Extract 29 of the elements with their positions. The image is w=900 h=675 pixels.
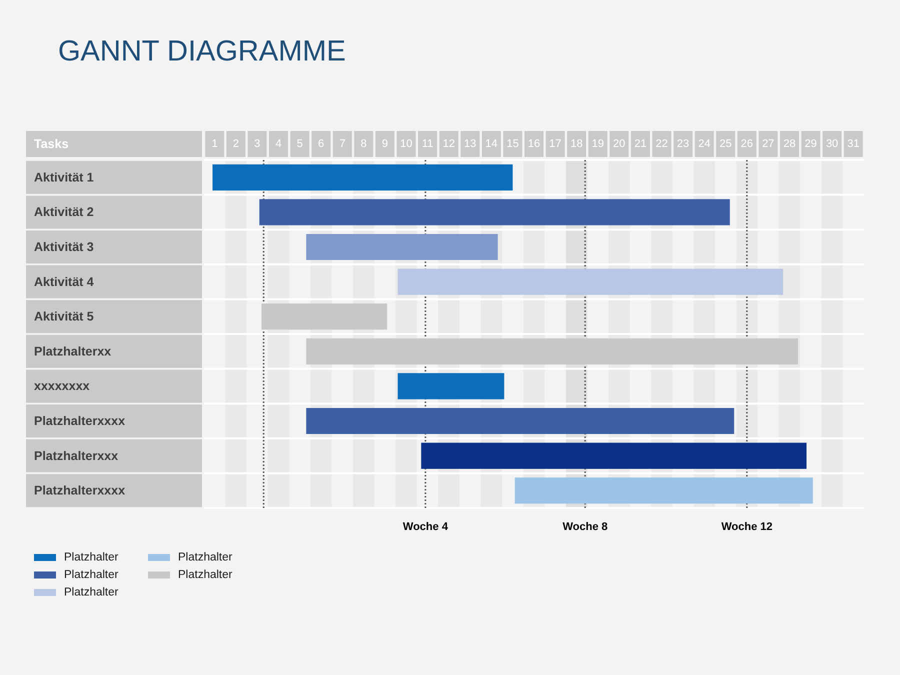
y-tick-label: Aktivität 4 bbox=[34, 274, 94, 289]
ref-line-label: Woche 8 bbox=[562, 521, 608, 533]
bar bbox=[259, 199, 730, 226]
y-tick-label: Aktivität 2 bbox=[34, 205, 94, 220]
legend-label: Platzhalter bbox=[178, 569, 233, 581]
y-tick-label: xxxxxxxx bbox=[34, 379, 90, 394]
bar bbox=[212, 164, 513, 190]
legend-label: Platzhalter bbox=[64, 569, 119, 581]
bar bbox=[421, 442, 807, 469]
bar bbox=[306, 234, 498, 260]
legend-label: Platzhalter bbox=[64, 552, 119, 564]
y-tick-label: Aktivität 3 bbox=[34, 240, 94, 254]
y-tick-label: Platzhalterxxxx bbox=[34, 484, 126, 498]
y-tick-label: Aktivität 5 bbox=[34, 310, 94, 324]
legend-label: Platzhalter bbox=[178, 552, 233, 564]
bar bbox=[398, 373, 504, 400]
ref-line-label: Woche 4 bbox=[402, 521, 449, 533]
legend-label: Platzhalter bbox=[64, 586, 119, 598]
bar bbox=[306, 408, 734, 434]
y-tick-label: Platzhalterxxxx bbox=[34, 414, 126, 428]
y-tick-label: Platzhalterxxx bbox=[34, 448, 118, 463]
ref-line-label: Woche 12 bbox=[721, 521, 772, 533]
bar bbox=[306, 338, 798, 364]
y-tick-label: Platzhalterxx bbox=[34, 344, 112, 358]
y-tick-label: Aktivität 1 bbox=[34, 170, 94, 184]
bar bbox=[514, 478, 813, 504]
bar bbox=[398, 268, 784, 295]
bar bbox=[261, 304, 388, 330]
chart-title: GANNT DIAGRAMME bbox=[58, 36, 346, 68]
